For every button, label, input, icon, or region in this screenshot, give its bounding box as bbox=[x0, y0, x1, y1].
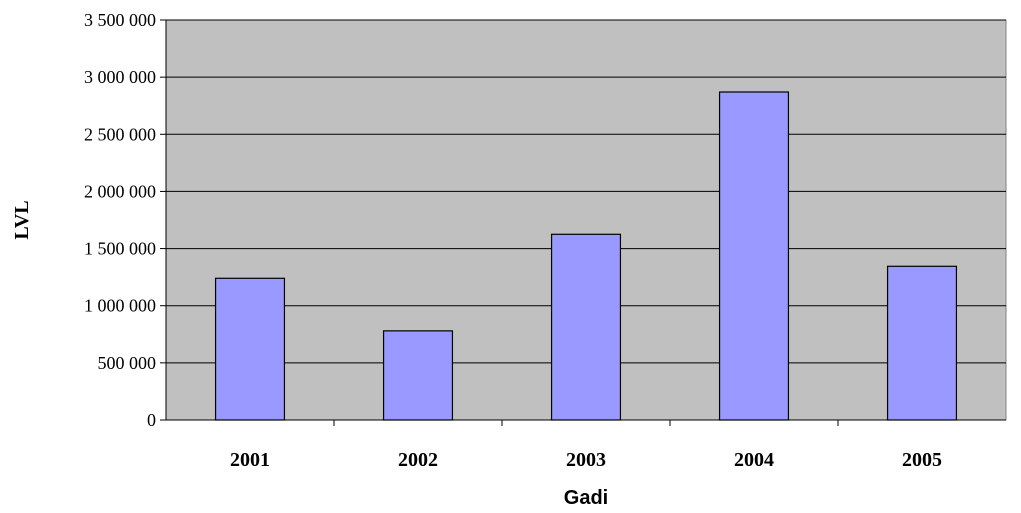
x-tick-labels: 2001 2002 2003 2004 2005 bbox=[230, 449, 942, 471]
x-tick-label: 2001 bbox=[230, 449, 270, 471]
axes bbox=[160, 19, 1006, 426]
y-tick-label: 1 000 000 bbox=[84, 296, 156, 316]
y-tick-labels: 0 500 000 1 000 000 1 500 000 2 000 000 2 500… bbox=[84, 10, 156, 430]
y-tick-label: 2 500 000 bbox=[84, 124, 156, 144]
bar-2001 bbox=[214, 277, 286, 421]
y-tick-label: 3 000 000 bbox=[84, 67, 156, 87]
bar-2004 bbox=[718, 91, 790, 421]
x-tick-label: 2003 bbox=[566, 449, 606, 471]
x-axis-label: Gadi bbox=[564, 487, 608, 509]
y-tick-label: 1 500 000 bbox=[84, 239, 156, 259]
bar-2005 bbox=[886, 265, 958, 421]
x-tick-label: 2002 bbox=[398, 449, 438, 471]
x-tick-label: 2005 bbox=[902, 449, 942, 471]
y-axis-label: LVL bbox=[11, 200, 33, 239]
x-tick-label: 2004 bbox=[734, 449, 774, 471]
y-tick-label: 500 000 bbox=[98, 353, 157, 373]
bars bbox=[214, 91, 958, 421]
y-tick-label: 3 500 000 bbox=[84, 10, 156, 30]
y-tick-label: 0 bbox=[147, 410, 156, 430]
bar-2003 bbox=[550, 233, 622, 421]
gridlines bbox=[166, 19, 1006, 364]
bar-2002 bbox=[382, 330, 454, 421]
y-tick-label: 2 000 000 bbox=[84, 181, 156, 201]
